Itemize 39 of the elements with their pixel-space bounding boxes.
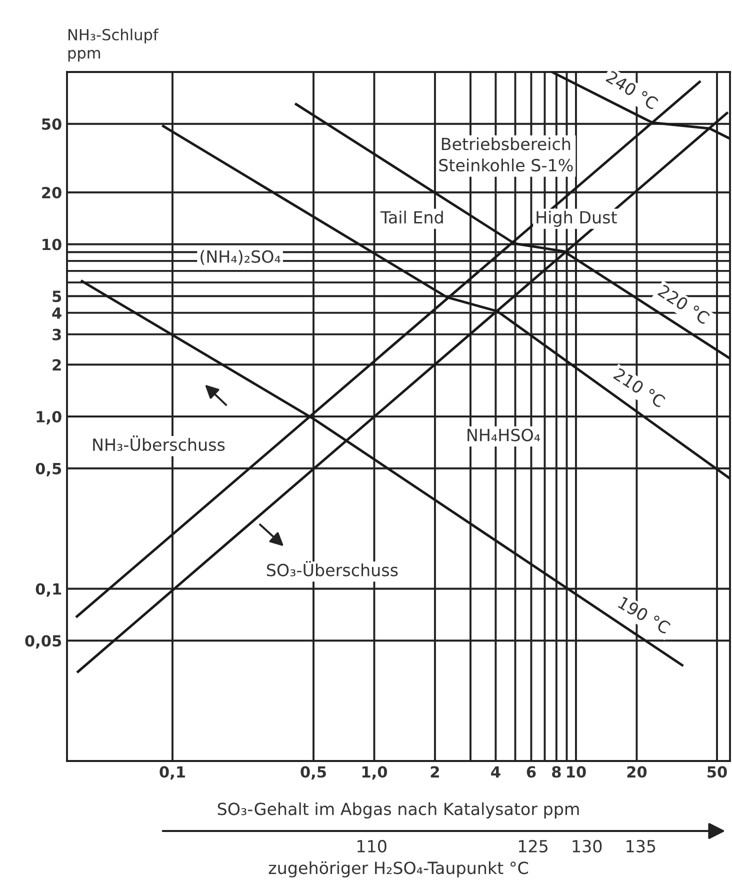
annotation: NH₄HSO₄ bbox=[468, 428, 540, 442]
y-tick-label: 2 bbox=[52, 359, 61, 370]
x-tick-label: 2 bbox=[430, 766, 439, 778]
y-tick-label: 20 bbox=[42, 186, 62, 198]
y-tick-label: 3 bbox=[52, 328, 61, 340]
y-tick-label: 1,0 bbox=[36, 410, 62, 424]
y-tick-label: 0,5 bbox=[36, 462, 62, 476]
x2-axis-title: zugehöriger H₂SO₄-Taupunkt °C bbox=[268, 861, 528, 878]
annotation: 190 °C bbox=[618, 596, 671, 634]
y-tick-label: 50 bbox=[42, 118, 62, 130]
annotation: NH₃-Überschuss bbox=[93, 436, 225, 451]
y-tick-label: 10 bbox=[42, 238, 62, 250]
annotation: High Dust bbox=[536, 210, 617, 227]
annotation: Tail End bbox=[380, 210, 443, 224]
x-tick-label: 1,0 bbox=[362, 766, 388, 780]
x2-tick-label: 125 bbox=[518, 840, 548, 853]
annotation: 220 °C bbox=[657, 284, 710, 325]
annotation: 240 °C bbox=[605, 70, 659, 110]
x-tick-label: 6 bbox=[526, 766, 536, 778]
x-axis-title: SO₃-Gehalt im Abgas nach Katalysator ppm bbox=[218, 802, 579, 818]
annotation: 210 °C bbox=[612, 368, 666, 408]
x2-tick-label: 135 bbox=[626, 840, 656, 853]
y-tick-label: 4 bbox=[52, 307, 62, 319]
y-axis-title: NH₃-Schlupf ppm bbox=[68, 28, 159, 62]
y-tick-label: 0,1 bbox=[36, 583, 62, 597]
y-tick-label: 0,05 bbox=[25, 635, 62, 649]
annotation: Betriebsbereich Steinkohle S-1% bbox=[439, 137, 573, 172]
x2-tick-label: 130 bbox=[572, 840, 602, 853]
x-tick-label: 0,5 bbox=[300, 766, 326, 780]
x-tick-label: 4 bbox=[491, 766, 500, 778]
x-tick-label: 10 bbox=[567, 766, 586, 778]
x-tick-label: 50 bbox=[708, 766, 727, 778]
annotation: SO₃-Überschuss bbox=[266, 560, 398, 576]
x-tick-label: 0,1 bbox=[160, 766, 185, 780]
annotation: (NH₄)₂SO₄ bbox=[200, 250, 280, 265]
x-tick-label: 20 bbox=[627, 766, 647, 778]
x-tick-label: 8 bbox=[552, 766, 561, 778]
x2-tick-label: 110 bbox=[358, 840, 386, 853]
y-tick-label: 5 bbox=[52, 290, 62, 302]
